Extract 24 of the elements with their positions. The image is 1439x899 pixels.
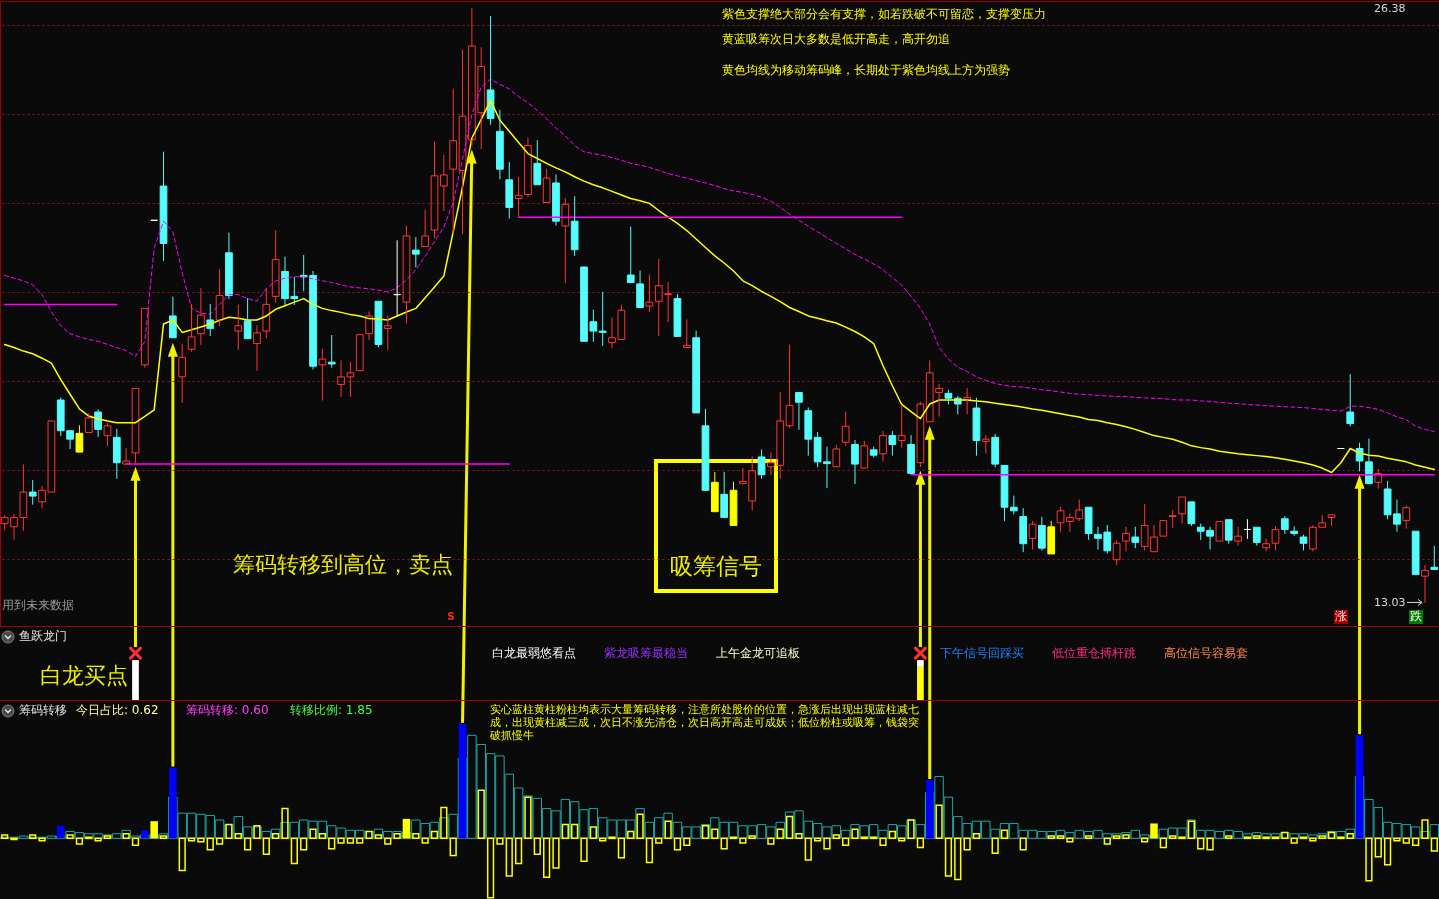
text: 白龙最弱悠看点 xyxy=(492,646,576,661)
annotation: 跌 xyxy=(1409,609,1423,624)
text: 低位重仓搏杆跳 xyxy=(1052,646,1136,661)
annotation: 筹码转移到高位，卖点 xyxy=(233,552,453,578)
annotation: S xyxy=(447,610,455,624)
y-tick-label: 26.38 xyxy=(1373,2,1406,16)
text: 紫龙吸筹最稳当 xyxy=(604,646,688,661)
text: 下午信号回踩买 xyxy=(940,646,1024,661)
text: 筹码转移: 0.60 xyxy=(186,703,269,718)
text: 转移比例: 1.85 xyxy=(290,703,373,718)
chart-title: 鱼跃龙门 xyxy=(19,629,67,644)
annotation: 白龙买点 xyxy=(40,663,128,689)
text: 高位信号容易套 xyxy=(1164,646,1248,661)
annotation: 吸筹信号 xyxy=(670,553,762,580)
text: 上午金龙可追板 xyxy=(716,646,800,661)
annotation: 用到未来数据 xyxy=(2,598,74,613)
annotation: 涨 xyxy=(1334,609,1348,624)
text: 今日占比: 0.62 xyxy=(76,703,159,718)
annotation: 黄蓝吸筹次日大多数是低开高走，高开勿追 xyxy=(722,32,950,47)
y-tick-label: 13.03 xyxy=(1373,595,1406,609)
annotation: 实心蓝柱黄柱粉柱均表示大量筹码转移，注意所处股价的位置，急涨后出现出现蓝柱减七成，出现黄柱减三成，次日不涨先清仓，次日高开高走可成妖；低位粉柱或吸筹，钱袋突破抓慢牛 xyxy=(490,703,920,742)
annotation: 黄色均线为移动筹码峰，长期处于紫色均线上方为强势 xyxy=(722,63,1010,78)
chart-title: 筹码转移 xyxy=(19,703,67,718)
annotation: 紫色支撑绝大部分会有支撑，如若跌破不可留恋，支撑变压力 xyxy=(722,7,1046,22)
